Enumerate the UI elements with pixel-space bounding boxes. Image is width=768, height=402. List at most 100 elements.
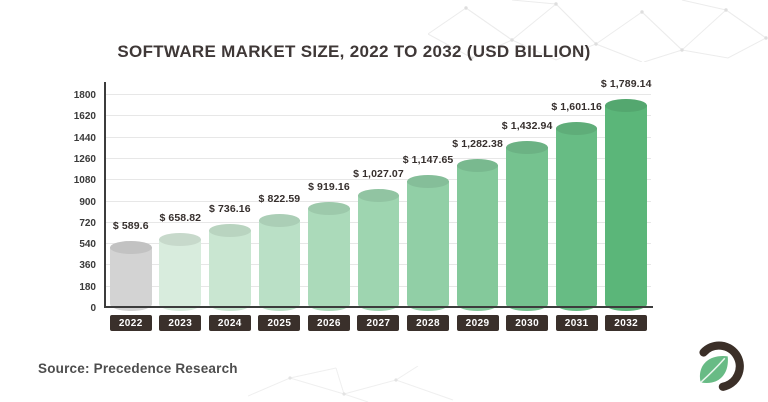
bar-body	[209, 229, 251, 311]
bar-column: $ 736.16	[205, 95, 255, 311]
bar-column: $ 1,282.38	[452, 95, 503, 311]
x-axis-category: 2025	[255, 313, 305, 333]
bar-cylinder	[109, 241, 152, 311]
x-axis-category: 2027	[354, 313, 404, 333]
gridline	[106, 115, 651, 117]
bar-body	[258, 219, 301, 311]
bar-top-ellipse	[506, 141, 548, 155]
bar-cylinder	[308, 202, 350, 311]
y-axis-line	[104, 82, 106, 308]
bar-value-label: $ 589.6	[112, 220, 149, 233]
bar-cylinder	[506, 141, 548, 311]
bar-top-ellipse	[407, 175, 449, 189]
year-label: 2028	[407, 315, 450, 331]
precedence-research-logo	[699, 341, 744, 391]
bar-cylinder	[209, 223, 251, 311]
year-label: 2030	[506, 315, 549, 331]
bar-value-label: $ 1,432.94	[501, 120, 553, 133]
y-axis-labels: 0 180 360 540 720 900 1080 1260 1440 1620 1800	[0, 90, 96, 314]
bar-value-label: $ 736.16	[209, 202, 251, 215]
bar-cylinder	[605, 99, 647, 311]
y-tick-label: 180	[79, 281, 96, 293]
x-axis-category: 2024	[205, 313, 255, 333]
y-tick-label: 0	[90, 303, 96, 314]
bar-value-label: $ 1,601.16	[551, 100, 602, 113]
y-tick-label: 1620	[73, 111, 96, 123]
bar-top-ellipse	[357, 189, 400, 203]
gridline	[106, 136, 651, 138]
bar-top-ellipse	[605, 99, 647, 113]
bar-top-ellipse	[209, 223, 251, 237]
source-note: Source: Precedence Research	[38, 361, 238, 376]
bar-value-label: $ 1,027.07	[353, 168, 404, 181]
year-label: 2029	[456, 315, 499, 331]
bar-value-label: $ 1,282.38	[452, 138, 503, 151]
year-label: 2031	[555, 315, 598, 331]
x-axis-category: 2029	[453, 313, 503, 333]
bar-column: $ 919.16	[304, 95, 354, 311]
gridline	[106, 157, 651, 159]
bar-cylinder	[456, 159, 499, 311]
bar-body	[506, 147, 548, 311]
x-axis-category: 2031	[552, 313, 602, 333]
bar-cylinder	[555, 121, 598, 311]
year-label: 2027	[357, 315, 400, 331]
bar-value-label: $ 919.16	[308, 181, 350, 194]
x-axis-labels: 2022 2023 2024 2025 2026 2027 2028 2029 2030 2031…	[106, 313, 651, 333]
bar-body	[308, 208, 350, 311]
bar-column: $ 1,789.14	[601, 78, 651, 311]
bar-top-ellipse	[159, 233, 202, 247]
bar-top-ellipse	[258, 213, 301, 227]
bar-body	[407, 181, 449, 311]
bar-body	[357, 195, 400, 311]
bar-body	[605, 105, 647, 311]
x-axis-category: 2032	[601, 313, 651, 333]
bar-column: $ 589.6	[106, 95, 156, 311]
x-axis-line	[104, 306, 653, 308]
bar-body	[456, 165, 499, 311]
y-tick-label: 1440	[73, 132, 96, 144]
bar-top-ellipse	[555, 121, 598, 135]
bar-column: $ 658.82	[156, 95, 206, 311]
year-label: 2026	[307, 315, 350, 331]
y-tick-label: 900	[79, 196, 96, 208]
bar-column: $ 1,027.07	[353, 95, 404, 311]
bar-value-label: $ 1,789.14	[600, 78, 652, 91]
y-tick-label: 720	[79, 217, 96, 229]
year-label: 2025	[258, 315, 301, 331]
x-axis-category: 2028	[403, 313, 453, 333]
bar-value-label: $ 658.82	[159, 212, 202, 225]
y-tick-label: 360	[79, 260, 96, 272]
bar-top-ellipse	[308, 202, 350, 216]
bar-value-label: $ 822.59	[258, 192, 301, 205]
bar-top-ellipse	[109, 241, 152, 255]
bar-column: $ 822.59	[255, 95, 305, 311]
x-axis-category: 2030	[502, 313, 552, 333]
gridline	[106, 94, 651, 95]
bar-body	[159, 239, 202, 311]
bar-column: $ 1,432.94	[501, 95, 553, 311]
x-axis-category: 2026	[304, 313, 354, 333]
x-axis-category: 2023	[156, 313, 206, 333]
bar-body	[109, 247, 152, 311]
bar-cylinder	[407, 175, 449, 311]
year-label: 2024	[208, 315, 251, 331]
year-label: 2022	[109, 315, 152, 331]
bar-column: $ 1,147.65	[402, 95, 454, 311]
y-tick-label: 1080	[73, 175, 96, 187]
year-label: 2032	[605, 315, 648, 331]
bar-cylinder	[357, 189, 400, 311]
y-tick-label: 1260	[73, 153, 96, 165]
bar-value-label: $ 1,147.65	[402, 154, 454, 167]
bar-column: $ 1,601.16	[551, 95, 602, 311]
bar-body	[555, 127, 598, 311]
network-decoration-icon	[248, 366, 454, 402]
bar-top-ellipse	[456, 159, 499, 173]
chart-title: SOFTWARE MARKET SIZE, 2022 TO 2032 (USD …	[117, 42, 591, 61]
gridline	[106, 179, 651, 181]
y-tick-label: 1800	[73, 90, 96, 101]
y-tick-label: 540	[79, 239, 96, 251]
year-label: 2023	[159, 315, 202, 331]
plot-area: $ 589.6 $ 658.82 $ 736.16 $ 822.59 $ 919.16 $…	[106, 78, 651, 311]
